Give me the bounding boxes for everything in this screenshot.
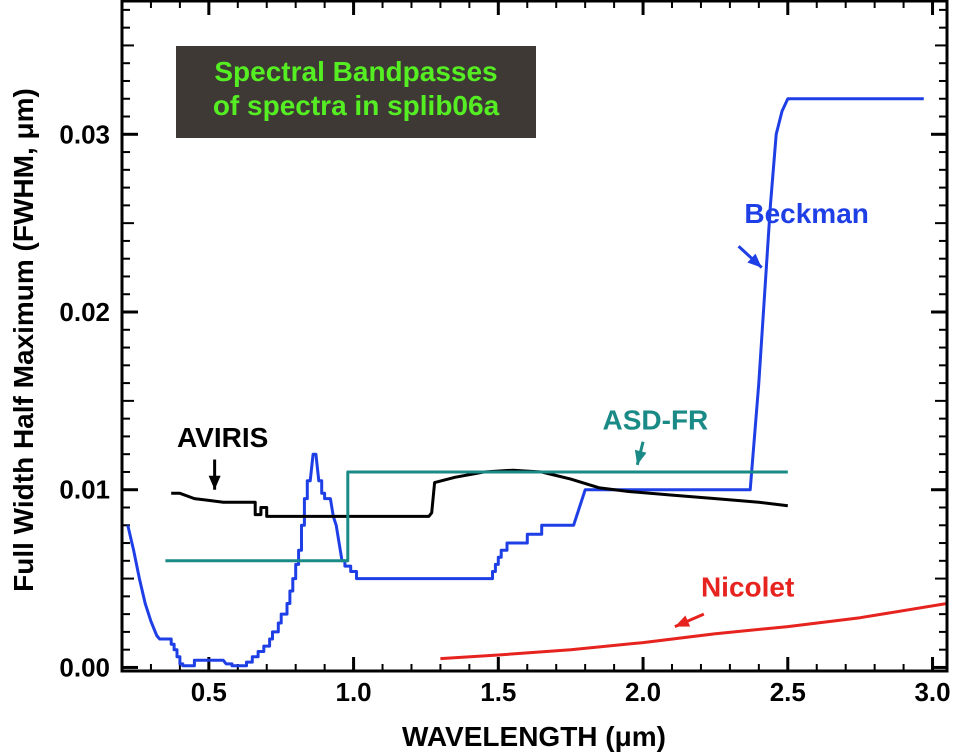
series-line-nicolet [440, 602, 947, 661]
chart-title-line-1: Spectral Bandpasses [214, 56, 497, 87]
y-tick-label: 0.03 [59, 119, 110, 149]
x-axis-title: WAVELENGTH (μm) [402, 721, 666, 752]
arrowhead-nicolet [674, 615, 691, 627]
x-tick-label: 1.0 [336, 677, 372, 707]
series-line-beckman [126, 97, 924, 668]
chart-title-line-2: of spectra in splib06a [213, 90, 500, 121]
annotations-layer: Beckman AVIRIS ASD-FR Nicolet [177, 198, 869, 628]
ticks-layer: 0.5 1.0 1.5 2.0 2.5 3.0 0.00 0.01 0.02 0.03 [59, 1, 951, 707]
y-tick-label: 0.01 [59, 475, 110, 505]
arrowhead-asd-fr [634, 449, 647, 465]
x-tick-label: 3.0 [914, 677, 950, 707]
y-tick-label: 0.00 [59, 652, 110, 682]
label-aviris: AVIRIS [177, 422, 268, 453]
x-tick-label: 2.5 [770, 677, 806, 707]
title-box: Spectral Bandpasses of spectra in splib0… [176, 46, 536, 138]
label-beckman: Beckman [744, 198, 869, 229]
y-tick-label: 0.02 [59, 297, 110, 327]
label-nicolet: Nicolet [701, 571, 794, 602]
x-tick-label: 2.0 [625, 677, 661, 707]
arrowhead-aviris [208, 475, 221, 490]
series-line-aviris [171, 468, 788, 518]
series-line-asd-fr [165, 470, 788, 563]
series-layer [126, 97, 947, 668]
arrowhead-beckman [747, 253, 762, 268]
x-tick-label: 1.5 [480, 677, 516, 707]
plot-frame [120, 0, 949, 673]
y-axis-title: Full Width Half Maximum (FWHM, μm) [8, 88, 39, 592]
x-tick-label: 0.5 [191, 677, 227, 707]
label-asd-fr: ASD-FR [603, 404, 709, 435]
